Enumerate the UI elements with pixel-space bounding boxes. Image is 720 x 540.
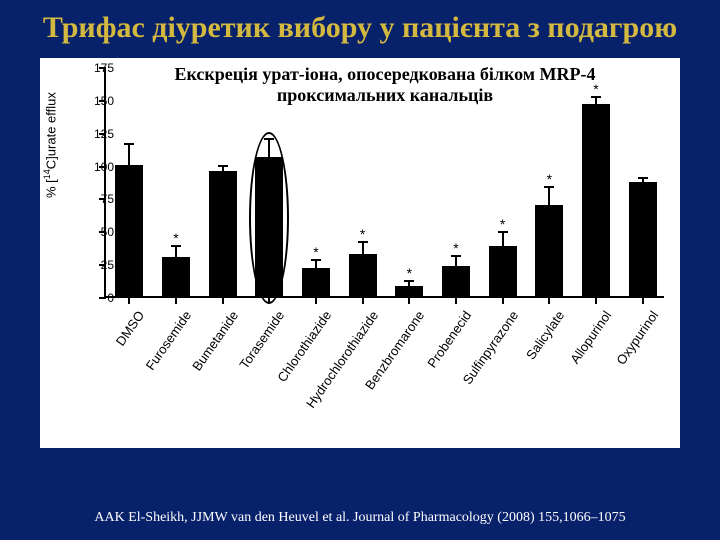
bar bbox=[442, 266, 470, 296]
y-tick-label: 75 bbox=[80, 192, 114, 206]
x-tick-label: Furosemide bbox=[102, 308, 195, 431]
bar bbox=[209, 171, 237, 296]
y-tick-label: 125 bbox=[80, 127, 114, 141]
error-cap bbox=[638, 177, 648, 179]
significance-star: * bbox=[407, 265, 412, 281]
error-bar bbox=[548, 186, 550, 207]
significance-star: * bbox=[500, 216, 505, 232]
x-tick bbox=[595, 298, 597, 304]
x-tick bbox=[455, 298, 457, 304]
significance-star: * bbox=[313, 244, 318, 260]
significance-star: * bbox=[593, 81, 598, 97]
x-tick bbox=[175, 298, 177, 304]
bar bbox=[255, 157, 283, 296]
significance-star: * bbox=[547, 171, 552, 187]
x-tick-label: Hydrochlorothiazide bbox=[288, 308, 381, 431]
bar bbox=[629, 182, 657, 296]
x-tick-label: Salicylate bbox=[475, 308, 568, 431]
y-tick-label: 100 bbox=[80, 160, 114, 174]
x-tick bbox=[315, 298, 317, 304]
bar-chart: DMSO*FurosemideBumetanideTorasemide*Chlo… bbox=[104, 68, 664, 298]
x-tick-label: Bumetanide bbox=[148, 308, 241, 431]
y-tick-label: 25 bbox=[80, 258, 114, 272]
x-tick bbox=[362, 298, 364, 304]
error-bar bbox=[502, 231, 504, 248]
y-tick-label: 0 bbox=[80, 291, 114, 305]
error-cap bbox=[124, 143, 134, 145]
x-tick-label: Sulfinpyrazone bbox=[428, 308, 521, 431]
x-tick-label: Benzbromarone bbox=[335, 308, 428, 431]
x-tick bbox=[268, 298, 270, 304]
bar bbox=[349, 254, 377, 296]
x-tick-label: Chlorothiazide bbox=[242, 308, 335, 431]
bar bbox=[162, 257, 190, 296]
x-tick-label: Probenecid bbox=[382, 308, 475, 431]
significance-star: * bbox=[453, 240, 458, 256]
x-tick bbox=[642, 298, 644, 304]
error-bar bbox=[128, 143, 130, 167]
error-bar bbox=[362, 241, 364, 255]
y-tick-label: 175 bbox=[80, 61, 114, 75]
y-tick-label: 50 bbox=[80, 225, 114, 239]
y-axis-label: % [14C]urate efflux bbox=[42, 92, 58, 198]
bar bbox=[489, 246, 517, 296]
significance-star: * bbox=[173, 230, 178, 246]
x-tick-label: Oxypurinol bbox=[568, 308, 661, 431]
x-tick-label: DMSO bbox=[55, 308, 148, 431]
error-bar bbox=[268, 138, 270, 159]
bar bbox=[582, 104, 610, 296]
chart-panel: Екскреція урат-іона, опосередкована білк… bbox=[40, 58, 680, 448]
x-tick bbox=[502, 298, 504, 304]
x-tick-label: Allopurinol bbox=[522, 308, 615, 431]
x-tick-label: Torasemide bbox=[195, 308, 288, 431]
citation: AAK El-Sheikh, JJMW van den Heuvel et al… bbox=[0, 510, 720, 526]
bar bbox=[115, 165, 143, 296]
x-tick bbox=[222, 298, 224, 304]
x-tick bbox=[128, 298, 130, 304]
bar bbox=[302, 268, 330, 296]
x-tick bbox=[548, 298, 550, 304]
error-cap bbox=[264, 138, 274, 140]
bar bbox=[535, 205, 563, 296]
x-tick bbox=[408, 298, 410, 304]
y-tick-label: 150 bbox=[80, 94, 114, 108]
page-title: Трифас діуретик вибору у пацієнта з пода… bbox=[0, 0, 720, 50]
error-cap bbox=[218, 165, 228, 167]
significance-star: * bbox=[360, 226, 365, 242]
